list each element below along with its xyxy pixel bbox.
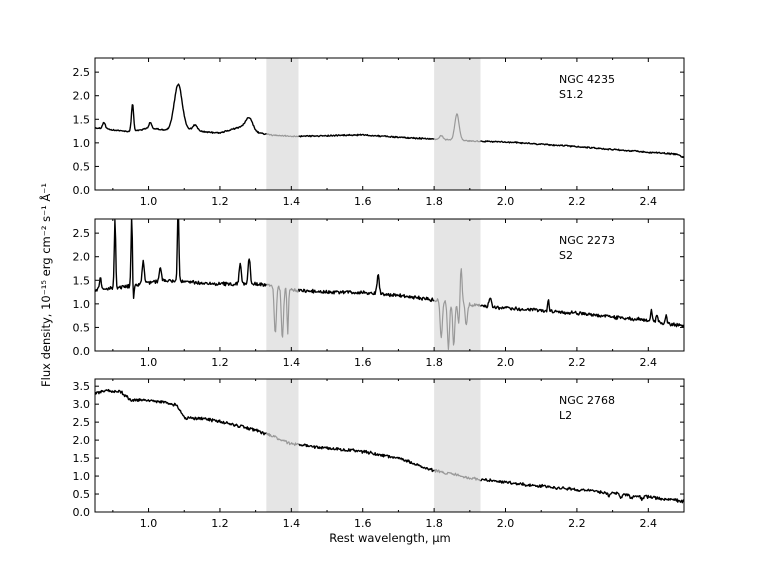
x-tick-label: 2.4 bbox=[640, 356, 658, 369]
y-tick-label: 1.5 bbox=[73, 452, 91, 465]
y-tick-label: 2.5 bbox=[73, 227, 91, 240]
y-tick-label: 0.5 bbox=[73, 321, 91, 334]
spectrum-segment bbox=[298, 274, 435, 303]
x-tick-label: 1.6 bbox=[354, 356, 372, 369]
shaded-region bbox=[434, 379, 481, 512]
y-tick-label: 1.0 bbox=[73, 298, 91, 311]
spectrum-segment bbox=[298, 443, 435, 473]
spectrum-segment bbox=[95, 219, 268, 299]
spectrum-segment-telluric bbox=[266, 432, 300, 447]
spectrum-segment bbox=[298, 133, 435, 140]
y-tick-label: 0.5 bbox=[73, 488, 91, 501]
spectrum-segment bbox=[95, 388, 268, 436]
object-class: S1.2 bbox=[559, 88, 583, 101]
x-tick-label: 2.2 bbox=[568, 195, 586, 208]
y-tick-label: 0.0 bbox=[73, 184, 91, 197]
x-tick-label: 2.0 bbox=[497, 356, 515, 369]
spectrum-segment-telluric bbox=[266, 133, 299, 138]
spectrum-segment bbox=[95, 83, 267, 136]
y-tick-label: 2.0 bbox=[73, 251, 91, 264]
object-name: NGC 2273 bbox=[559, 234, 615, 247]
y-tick-label: 1.5 bbox=[73, 113, 91, 126]
x-tick-label: 2.2 bbox=[568, 356, 586, 369]
spectrum bbox=[95, 219, 684, 350]
x-tick-label: 2.4 bbox=[640, 195, 658, 208]
spectrum bbox=[95, 388, 684, 504]
shaded-region bbox=[266, 58, 299, 190]
shaded-region bbox=[434, 58, 481, 190]
x-tick-label: 1.4 bbox=[283, 356, 301, 369]
x-tick-label: 2.2 bbox=[568, 517, 586, 530]
panel-3: 1.0 1.2 1.4 1.6 1.8 2.0 2.2 2.4 0.0 0.5 1.0 1.5 2.0 2… bbox=[73, 378, 685, 530]
object-class: L2 bbox=[559, 409, 572, 422]
plot-frame bbox=[94, 218, 685, 352]
spectrum bbox=[95, 83, 684, 159]
plot-frame bbox=[94, 378, 685, 513]
y-tick-label: 3.5 bbox=[73, 380, 91, 393]
spectrum-segment bbox=[480, 478, 684, 504]
y-tick-label: 2.0 bbox=[73, 434, 91, 447]
x-tick-label: 1.6 bbox=[354, 195, 372, 208]
x-tick-label: 1.2 bbox=[211, 195, 229, 208]
y-tick-label: 1.0 bbox=[73, 470, 91, 483]
x-tick-label: 2.0 bbox=[497, 195, 515, 208]
x-tick-label: 2.4 bbox=[640, 517, 658, 530]
y-tick-label: 1.5 bbox=[73, 274, 91, 287]
x-tick-label: 2.0 bbox=[497, 517, 515, 530]
y-tick-label: 2.5 bbox=[73, 66, 91, 79]
object-class: S2 bbox=[559, 249, 573, 262]
x-tick-label: 1.8 bbox=[425, 356, 443, 369]
spectrum-segment-telluric bbox=[434, 113, 481, 143]
object-name: NGC 2768 bbox=[559, 394, 615, 407]
x-tick-label: 1.8 bbox=[425, 195, 443, 208]
x-tick-label: 1.4 bbox=[283, 195, 301, 208]
y-tick-label: 1.0 bbox=[73, 137, 91, 150]
x-tick-label: 1.0 bbox=[140, 517, 158, 530]
panel-1: 1.0 1.2 1.4 1.6 1.8 2.0 2.2 2.4 0.0 0.5 1.0 1.5 2.0 2… bbox=[73, 57, 685, 208]
panels: 1.0 1.2 1.4 1.6 1.8 2.0 2.2 2.4 0.0 0.5 1.0 1.5 2.0 2… bbox=[73, 57, 685, 530]
y-tick-label: 3.0 bbox=[73, 398, 91, 411]
x-tick-label: 1.6 bbox=[354, 517, 372, 530]
x-tick-label: 1.2 bbox=[211, 517, 229, 530]
spectrum-segment-telluric bbox=[433, 268, 481, 350]
x-tick-label: 1.4 bbox=[283, 517, 301, 530]
shaded-region bbox=[266, 379, 299, 512]
spectrum-segment bbox=[480, 297, 684, 328]
object-name: NGC 4235 bbox=[559, 73, 615, 86]
y-tick-label: 0.0 bbox=[73, 345, 91, 358]
y-axis-label: Flux density, 10⁻¹⁵ erg cm⁻² s⁻¹ Å⁻¹ bbox=[38, 183, 53, 387]
y-tick-label: 2.5 bbox=[73, 416, 91, 429]
plot-frame bbox=[94, 57, 685, 191]
spectrum-segment-telluric bbox=[266, 283, 300, 338]
spectrum-segment bbox=[480, 140, 684, 159]
y-tick-label: 0.5 bbox=[73, 160, 91, 173]
y-tick-label: 2.0 bbox=[73, 90, 91, 103]
x-axis-label: Rest wavelength, μm bbox=[329, 531, 451, 545]
x-tick-label: 1.8 bbox=[425, 517, 443, 530]
x-tick-label: 1.0 bbox=[140, 356, 158, 369]
x-tick-label: 1.0 bbox=[140, 195, 158, 208]
x-tick-label: 1.2 bbox=[211, 356, 229, 369]
spectrum-segment-telluric bbox=[433, 468, 481, 482]
panel-2: 1.0 1.2 1.4 1.6 1.8 2.0 2.2 2.4 0.0 0.5 1.0 1.5 2.0 2… bbox=[73, 218, 685, 369]
y-tick-label: 0.0 bbox=[73, 506, 91, 519]
